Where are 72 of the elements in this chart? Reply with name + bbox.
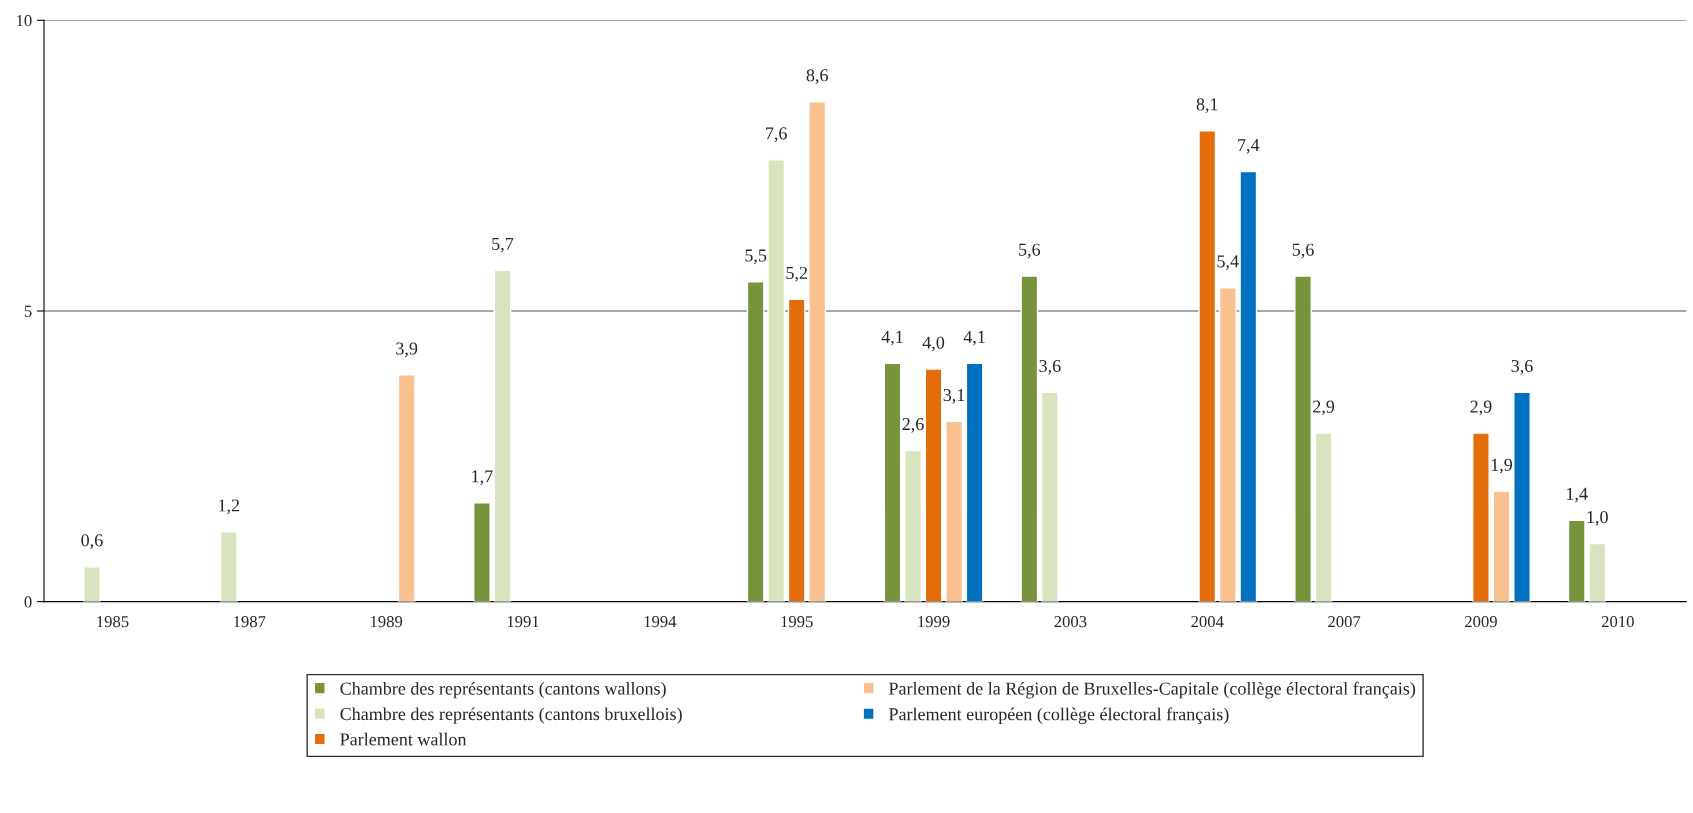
bar [1294, 275, 1312, 602]
data-label: 5,6 [1292, 243, 1314, 259]
data-label: 5,2 [786, 266, 807, 282]
data-label: 1,7 [472, 470, 493, 486]
bar [1492, 490, 1511, 602]
bar [924, 368, 943, 602]
x-tick-label: 2009 [1465, 615, 1497, 628]
x-tick-label: 1994 [644, 616, 677, 628]
data-label: 7,6 [766, 127, 787, 143]
data-label: 3,9 [396, 342, 418, 358]
x-tick-label: 2007 [1328, 615, 1361, 628]
bar [493, 269, 512, 602]
bar [945, 420, 963, 602]
x-tick-label: 1991 [507, 616, 539, 628]
bar [808, 101, 827, 602]
data-label: 3,6 [1511, 359, 1533, 375]
data-label: 1,4 [1567, 487, 1588, 503]
bar [746, 281, 765, 602]
data-label: 3,1 [943, 388, 965, 404]
data-label: 5,6 [1019, 243, 1041, 259]
data-label: 2,9 [1313, 400, 1335, 416]
legend-label: Parlement wallon [340, 732, 467, 746]
legend-label: Parlement européen (collège électoral français) [888, 707, 1229, 725]
data-label: 1,0 [1587, 510, 1608, 526]
x-tick-label: 1989 [370, 615, 403, 628]
data-label: 8,6 [806, 69, 828, 84]
data-label: 1,9 [1491, 458, 1513, 474]
x-tick-label: 1999 [918, 616, 950, 628]
data-label: 2,6 [902, 418, 924, 433]
data-label: 4,1 [881, 330, 903, 346]
data-label: 0,6 [81, 534, 103, 550]
bar [883, 362, 902, 602]
legend-label: Chambre des représentants (cantons wallons) [340, 681, 666, 699]
bar [397, 374, 416, 602]
data-label: 4,1 [963, 330, 985, 346]
x-tick-label: 1985 [97, 615, 129, 628]
bar [1314, 432, 1333, 602]
x-tick-label: 2003 [1054, 615, 1087, 628]
x-tick-label: 2010 [1601, 615, 1634, 628]
bar [1567, 519, 1586, 602]
y-tick-label: 5 [24, 305, 32, 317]
data-label: 5,7 [492, 237, 514, 253]
y-tick-label: 0 [24, 596, 32, 608]
data-label: 8,1 [1196, 98, 1218, 114]
y-tick-label: 10 [17, 15, 32, 27]
bar [965, 362, 984, 602]
data-label: 5,5 [745, 249, 767, 265]
bar [787, 298, 806, 602]
bar [1588, 542, 1607, 602]
bar [1040, 391, 1059, 602]
x-tick-label: 1995 [781, 616, 813, 628]
x-tick-label: 2004 [1191, 615, 1224, 628]
data-label: 5,4 [1217, 255, 1239, 270]
data-label: 2,9 [1470, 400, 1492, 416]
data-label: 1,2 [219, 499, 240, 515]
data-label: 4,0 [922, 336, 945, 352]
data-label: 3,6 [1039, 359, 1061, 375]
bar [219, 531, 238, 602]
legend-label: Chambre des représentants (cantons bruxellois) [340, 707, 682, 724]
bar [1218, 287, 1237, 602]
bar [1239, 170, 1258, 602]
data-label: 7,4 [1238, 139, 1260, 154]
bar [1513, 391, 1531, 602]
bar [83, 566, 101, 602]
bar [1472, 432, 1490, 602]
x-tick-label: 1987 [234, 615, 266, 628]
bar [1198, 130, 1217, 602]
legend-label: Parlement de la Région de Bruxelles-Capitale (collège électoral français) [888, 681, 1416, 699]
bar [1020, 275, 1039, 602]
bar [767, 159, 786, 602]
bar [473, 502, 491, 602]
bar [904, 449, 922, 602]
